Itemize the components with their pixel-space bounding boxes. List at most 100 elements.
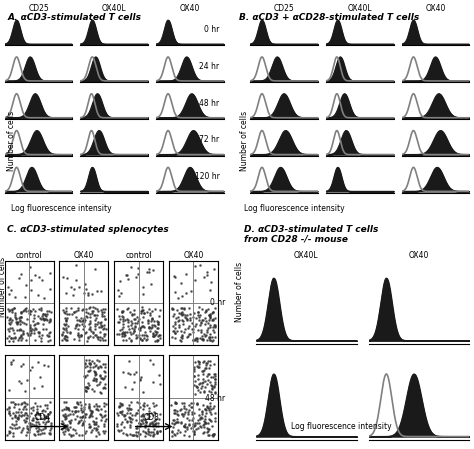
Point: [97, 306, 105, 313]
Point: [145, 319, 152, 326]
Point: [134, 432, 141, 439]
Point: [74, 330, 82, 337]
Point: [34, 291, 42, 299]
Point: [11, 311, 19, 318]
Point: [200, 417, 208, 424]
Point: [210, 382, 218, 389]
Point: [38, 332, 46, 339]
Point: [179, 317, 187, 325]
Point: [124, 407, 132, 414]
Point: [210, 373, 217, 380]
Point: [151, 430, 158, 437]
Point: [203, 425, 210, 432]
Point: [30, 326, 38, 333]
Point: [155, 416, 163, 423]
Point: [19, 360, 27, 367]
Point: [35, 421, 43, 428]
Point: [72, 308, 80, 315]
Point: [123, 419, 131, 426]
Point: [211, 380, 219, 387]
Point: [6, 306, 14, 313]
Point: [96, 410, 104, 417]
Text: Number of cells: Number of cells: [235, 262, 244, 322]
Point: [174, 427, 182, 434]
Point: [211, 376, 219, 383]
Point: [82, 373, 89, 380]
Point: [206, 364, 213, 371]
Point: [37, 307, 45, 314]
Point: [62, 333, 70, 340]
Point: [171, 273, 179, 280]
Point: [92, 332, 100, 339]
Point: [182, 406, 189, 413]
Point: [26, 311, 34, 318]
Point: [42, 414, 49, 421]
Point: [136, 421, 143, 428]
Point: [146, 324, 153, 331]
Point: [80, 421, 87, 428]
Point: [87, 409, 95, 417]
Point: [101, 372, 109, 379]
Point: [174, 294, 182, 301]
Point: [134, 317, 142, 325]
Point: [43, 310, 50, 317]
Point: [125, 402, 133, 409]
Point: [127, 337, 135, 344]
Point: [189, 420, 197, 427]
Point: [37, 315, 45, 322]
Point: [100, 333, 108, 340]
Point: [211, 373, 219, 380]
Point: [35, 313, 42, 320]
Point: [10, 304, 18, 311]
Point: [65, 310, 73, 317]
Point: [137, 374, 145, 381]
Point: [137, 323, 145, 330]
Point: [26, 419, 34, 426]
Point: [190, 431, 198, 438]
Point: [81, 430, 89, 437]
Point: [118, 401, 125, 409]
Point: [62, 413, 69, 420]
Point: [86, 304, 93, 311]
Point: [143, 268, 151, 275]
Point: [204, 427, 212, 434]
Point: [7, 316, 14, 323]
Point: [126, 423, 134, 431]
Point: [34, 402, 41, 409]
Point: [201, 365, 209, 372]
Point: [91, 363, 99, 370]
Point: [5, 386, 13, 393]
Point: [5, 403, 13, 410]
Point: [210, 430, 217, 437]
Point: [78, 317, 85, 325]
Point: [64, 404, 71, 411]
Point: [61, 322, 69, 329]
Point: [86, 364, 94, 371]
Point: [168, 432, 175, 439]
Point: [17, 326, 24, 333]
Point: [185, 420, 192, 427]
Point: [170, 416, 178, 423]
Point: [40, 316, 47, 323]
Point: [42, 408, 49, 415]
Point: [80, 322, 87, 329]
Point: [201, 420, 209, 427]
Point: [144, 415, 152, 422]
Point: [12, 418, 20, 425]
Point: [145, 266, 153, 273]
Point: [82, 357, 90, 364]
Point: [45, 332, 52, 339]
Point: [30, 330, 37, 337]
Point: [100, 336, 107, 343]
Point: [211, 389, 219, 396]
Point: [197, 423, 205, 430]
Point: [7, 334, 14, 341]
Point: [181, 304, 188, 312]
Point: [88, 307, 95, 314]
Point: [202, 406, 210, 413]
Point: [197, 414, 204, 422]
Point: [44, 333, 52, 340]
Point: [5, 307, 12, 314]
Title: OX40L: OX40L: [102, 4, 127, 13]
Point: [183, 424, 191, 431]
